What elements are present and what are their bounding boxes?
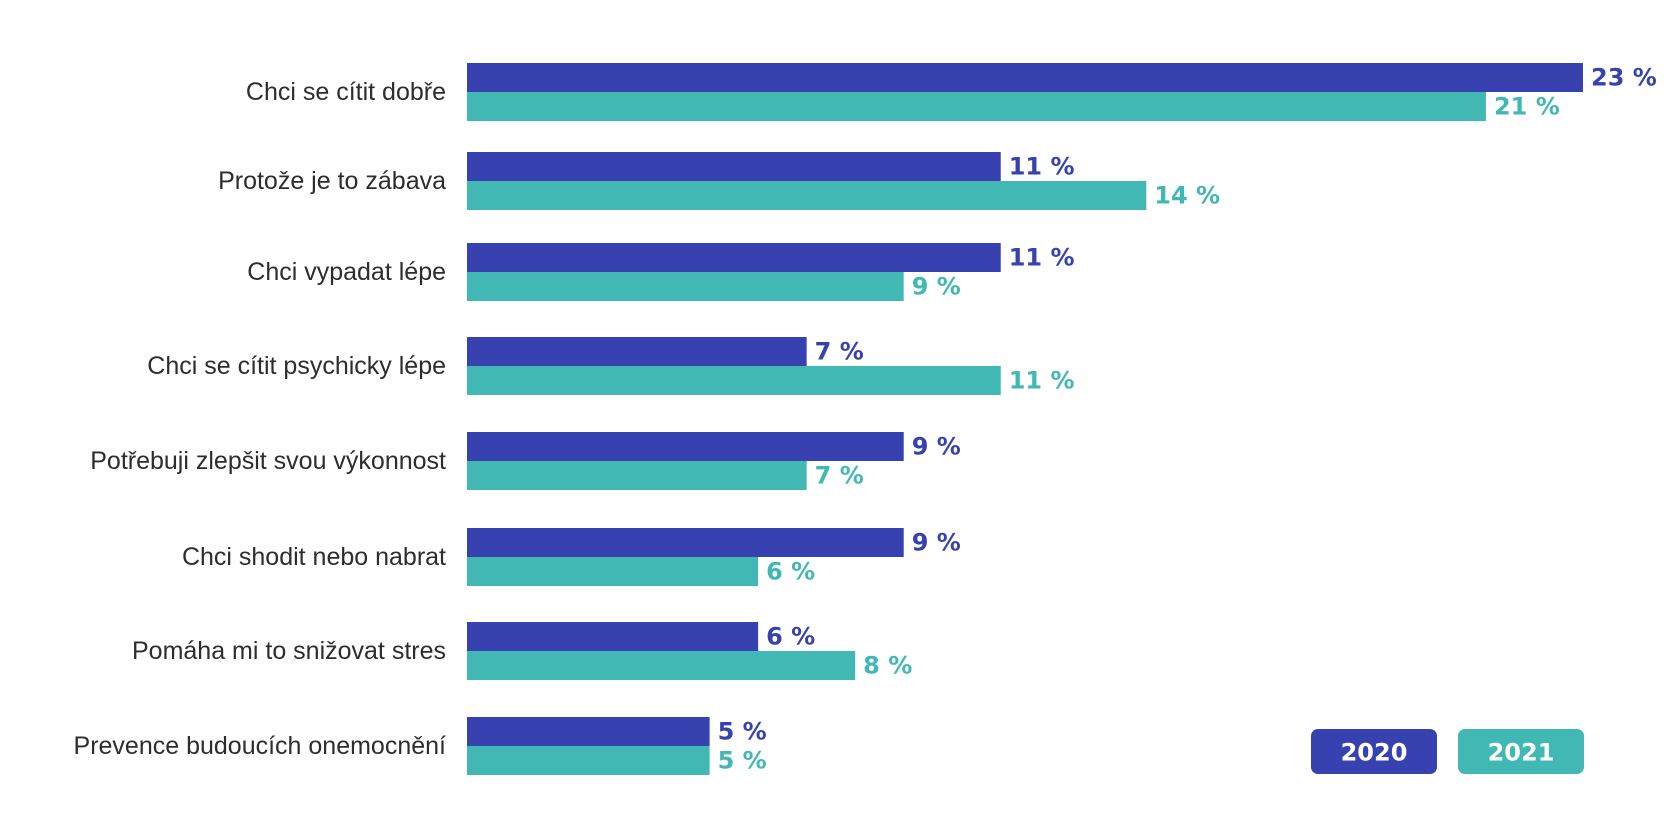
bar-2021 — [467, 651, 856, 680]
category-label: Chci se cítit psychicky lépe — [147, 352, 446, 380]
legend-swatch-2020 — [1311, 729, 1437, 774]
bar-2021 — [467, 272, 904, 301]
bar-2021 — [467, 181, 1147, 210]
data-label-2021: 9 % — [912, 273, 961, 301]
category-label: Prevence budoucích onemocnění — [74, 732, 447, 760]
legend-label-2021: 2021 — [1488, 739, 1555, 767]
category-label: Pomáha mi to snižovat stres — [132, 637, 446, 665]
data-label-2020: 9 % — [912, 529, 961, 557]
legend: 2020 2021 — [1311, 729, 1584, 774]
data-label-2021: 11 % — [1009, 367, 1075, 395]
data-label-2021: 5 % — [718, 747, 767, 775]
bar-2021 — [467, 461, 807, 490]
bar-2020 — [467, 63, 1583, 92]
bar-2020 — [467, 152, 1001, 181]
data-label-2020: 11 % — [1009, 153, 1075, 181]
bar-2020 — [467, 528, 904, 557]
labels-group: Chci se cítit dobře 23 % 21 % Protože je to… — [74, 64, 1657, 775]
category-label: Protože je to zábava — [218, 167, 446, 195]
data-label-2020: 9 % — [912, 433, 961, 461]
category-label: Chci shodit nebo nabrat — [182, 543, 446, 571]
category-label: Potřebuji zlepšit svou výkonnost — [90, 447, 446, 475]
bar-2020 — [467, 432, 904, 461]
category-label: Chci vypadat lépe — [247, 258, 446, 286]
data-label-2021: 7 % — [815, 462, 864, 490]
data-label-2021: 8 % — [863, 652, 912, 680]
bars-group — [467, 63, 1583, 775]
legend-swatch-2021 — [1458, 729, 1584, 774]
bar-2021 — [467, 746, 710, 775]
data-label-2020: 6 % — [766, 623, 815, 651]
category-label: Chci se cítit dobře — [246, 78, 446, 106]
data-label-2020: 7 % — [815, 338, 864, 366]
data-label-2020: 5 % — [718, 718, 767, 746]
bar-2020 — [467, 717, 710, 746]
bar-2020 — [467, 337, 807, 366]
bar-2020 — [467, 243, 1001, 272]
data-label-2020: 11 % — [1009, 244, 1075, 272]
data-label-2021: 14 % — [1154, 182, 1220, 210]
data-label-2021: 21 % — [1494, 93, 1560, 121]
bar-2020 — [467, 622, 759, 651]
bar-2021 — [467, 366, 1001, 395]
legend-label-2020: 2020 — [1341, 739, 1408, 767]
data-label-2020: 23 % — [1591, 64, 1657, 92]
data-label-2021: 6 % — [766, 558, 815, 586]
bar-2021 — [467, 92, 1486, 121]
bar-2021 — [467, 557, 759, 586]
